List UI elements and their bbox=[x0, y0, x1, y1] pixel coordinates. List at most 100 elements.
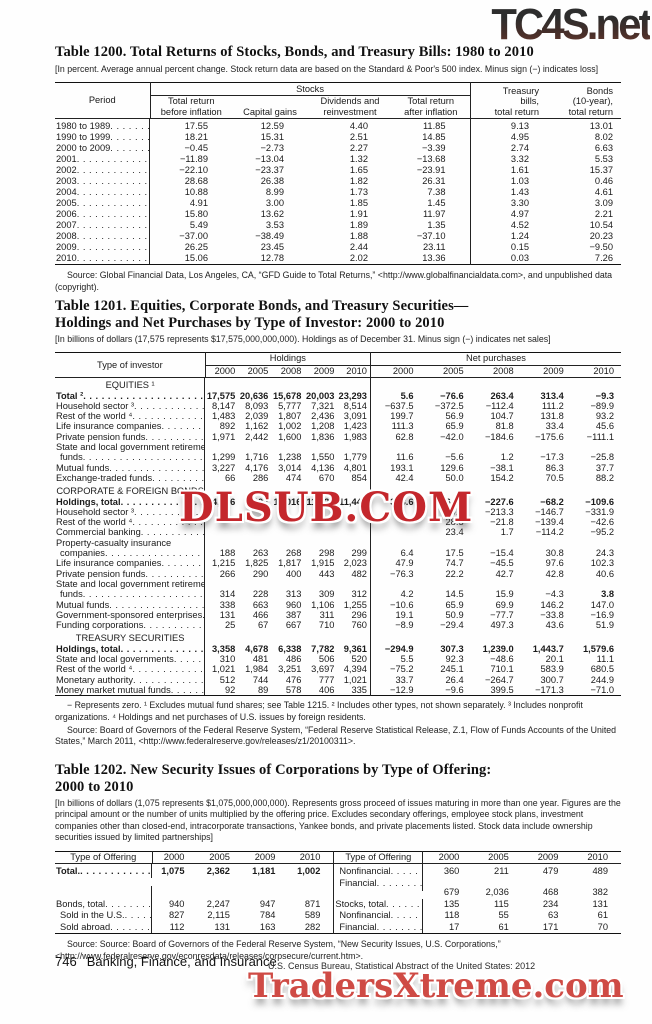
value-cell: 8,093 bbox=[245, 400, 269, 411]
value-cell: 940 bbox=[168, 898, 185, 909]
value-cell: −112.4 bbox=[485, 400, 514, 411]
value-cell: 188 bbox=[219, 548, 236, 559]
row-label-text: Holdings, total bbox=[56, 643, 121, 654]
dot-leader bbox=[110, 121, 149, 132]
value-cell: 282 bbox=[288, 921, 335, 934]
value-cell: 400 bbox=[285, 568, 302, 579]
row-label: 2006 bbox=[55, 209, 150, 221]
row-label-text: Bonds, total bbox=[56, 898, 106, 909]
row-label: 1980 to 1989 bbox=[55, 119, 150, 133]
column-header-capital-gains: Capital gains bbox=[232, 95, 308, 120]
row-label: Rest of the world ⁴ bbox=[55, 517, 206, 528]
row-label-text: Stocks, total bbox=[335, 898, 387, 909]
row-label-text: 2003 bbox=[56, 176, 77, 187]
value-cell: −13.04 bbox=[255, 154, 284, 165]
table-1200-header: Period Stocks Treasury bills, total retu… bbox=[55, 82, 622, 120]
row-label-text: funds bbox=[60, 452, 83, 463]
row-label: 2009 bbox=[55, 242, 150, 254]
value-cell: −16.9 bbox=[590, 609, 614, 620]
value-cell bbox=[288, 877, 335, 899]
value-cell: 335 bbox=[337, 684, 371, 696]
row-label-text: Rest of the world ⁴ bbox=[56, 411, 133, 422]
value-cell bbox=[370, 538, 420, 548]
value-cell: 506 bbox=[318, 653, 335, 664]
value-cell: 0.46 bbox=[594, 176, 614, 187]
dot-leader bbox=[77, 242, 149, 253]
value-cell: 50.0 bbox=[445, 472, 464, 483]
table-row: 2002 −22.10 −23.37 1.65 −23.91 1.61 15.37 bbox=[55, 165, 621, 177]
value-cell bbox=[337, 578, 371, 590]
row-label: 2004 bbox=[55, 187, 150, 199]
dot-leader bbox=[391, 910, 422, 922]
empty-cell bbox=[337, 630, 371, 644]
value-cell: 2.51 bbox=[349, 132, 368, 143]
column-header-type-of-investor: Type of investor bbox=[55, 352, 206, 379]
value-cell: 22.2 bbox=[445, 568, 464, 579]
value-cell: 1.03 bbox=[510, 176, 530, 187]
value-cell: 1.65 bbox=[349, 165, 368, 176]
value-cell: 1,299 bbox=[212, 452, 236, 463]
value-cell: 111.3 bbox=[391, 421, 414, 432]
table-1202-block: Table 1202. New Security Issues of Corpo… bbox=[55, 762, 621, 962]
value-cell: 12.78 bbox=[260, 253, 284, 264]
value-cell bbox=[571, 538, 621, 548]
row-label: Holdings, total bbox=[55, 496, 206, 507]
value-cell: 2,036 bbox=[485, 887, 509, 898]
value-cell: 33.7 bbox=[395, 674, 414, 685]
value-cell: 300.7 bbox=[540, 674, 564, 685]
table-row: 2000 to 2009 −0.45 −2.73 2.27 −3.39 2.74 6.63 bbox=[55, 143, 621, 155]
row-label: Mutual funds bbox=[55, 462, 206, 473]
watermark-dlsub: DLSUB.COM bbox=[179, 484, 474, 531]
value-cell: 710 bbox=[318, 620, 335, 631]
table-1201-footnotes: − Represents zero. ¹ Excludes mutual fun… bbox=[55, 700, 583, 722]
value-cell: 338 bbox=[219, 599, 236, 610]
table-row: Financial 679 2,036 468 382 bbox=[55, 877, 621, 899]
dot-leader bbox=[77, 253, 149, 264]
dot-leader bbox=[391, 866, 422, 878]
dot-leader bbox=[83, 452, 204, 462]
value-cell: 1,915 bbox=[311, 558, 335, 569]
value-cell bbox=[471, 538, 521, 548]
row-label-text: 2008 bbox=[56, 231, 77, 242]
value-cell: 20,003 bbox=[305, 390, 335, 401]
row-label: 2001 bbox=[55, 154, 150, 166]
dot-leader bbox=[145, 432, 204, 442]
value-cell: 88.2 bbox=[595, 472, 614, 483]
table-1201-source: Source: Board of Governors of the Federa… bbox=[55, 725, 617, 747]
value-cell: 6.4 bbox=[400, 548, 414, 559]
row-label: Bonds, total bbox=[55, 898, 153, 911]
value-cell: 70 bbox=[597, 921, 608, 932]
table-1201-note: [In billions of dollars (17,575 represen… bbox=[55, 334, 551, 345]
value-cell: 4.52 bbox=[510, 220, 530, 231]
value-cell: 15.31 bbox=[260, 132, 284, 143]
row-label-text: Exchange-traded funds bbox=[56, 472, 153, 483]
year-header: 2009 bbox=[520, 365, 571, 379]
value-cell: 387 bbox=[285, 609, 302, 620]
value-cell: 228 bbox=[252, 589, 269, 600]
value-cell bbox=[421, 538, 471, 548]
value-cell: 663 bbox=[252, 599, 269, 610]
table-row: State and local government retirement bbox=[55, 442, 621, 453]
row-label: Commercial banking bbox=[55, 527, 206, 538]
table-row: Rest of the world ⁴ 28.5 −21.8 −139.4 −42.6 bbox=[55, 517, 621, 528]
dot-leader bbox=[77, 198, 149, 209]
value-cell: 1.45 bbox=[392, 198, 471, 210]
value-cell: 4.61 bbox=[594, 187, 614, 198]
chapter-title: Banking, Finance, and Insurance bbox=[86, 954, 277, 969]
table-1200-source: Source: Global Financial Data, Los Angel… bbox=[55, 270, 613, 292]
value-cell: 2,023 bbox=[337, 558, 371, 569]
value-cell: 19.6 bbox=[445, 506, 464, 517]
year-header: 2008 bbox=[271, 365, 305, 379]
value-cell: 5.49 bbox=[189, 220, 208, 231]
table-row: Holdings, total 3,358 4,678 6,338 7,7829,361… bbox=[55, 643, 621, 654]
value-cell: −294.9 bbox=[384, 643, 414, 654]
table-1200-note: [In percent. Average annual percent chan… bbox=[55, 63, 599, 74]
table-row: 2004 10.88 8.99 1.73 7.38 1.43 4.61 bbox=[55, 187, 621, 199]
value-cell: 23.11 bbox=[392, 242, 471, 254]
value-cell: 1,002 bbox=[278, 421, 302, 432]
value-cell: 11.85 bbox=[392, 118, 471, 133]
dot-leader bbox=[161, 421, 204, 431]
